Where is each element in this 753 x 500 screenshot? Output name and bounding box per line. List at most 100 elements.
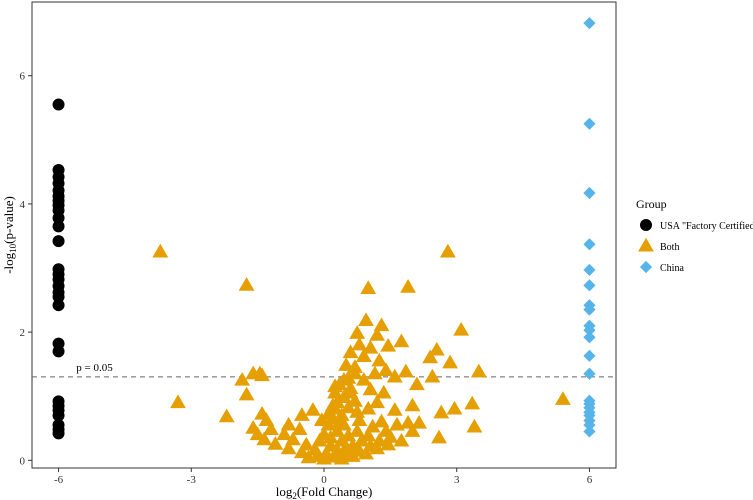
point-circle — [52, 235, 65, 248]
point-triangle — [371, 352, 388, 367]
point-triangle — [554, 391, 571, 405]
point-triangle — [375, 384, 392, 399]
point-triangle — [362, 339, 379, 354]
point-triangle — [400, 279, 416, 293]
legend-title: Group — [636, 197, 667, 211]
legend-label: Both — [660, 242, 679, 253]
x-tick-label: 3 — [454, 474, 460, 486]
point-circle — [52, 299, 65, 312]
x-tick-label: -3 — [187, 474, 197, 486]
point-diamond — [583, 324, 596, 337]
point-triangle — [245, 365, 262, 380]
point-triangle — [439, 243, 456, 258]
x-tick-label: 6 — [587, 474, 593, 486]
point-triangle — [404, 397, 421, 412]
y-tick-label: 0 — [20, 455, 26, 467]
point-circle — [52, 290, 65, 303]
point-triangle — [382, 429, 399, 443]
point-triangle — [355, 371, 372, 386]
point-diamond — [583, 17, 596, 30]
point-triangle — [347, 393, 363, 407]
point-triangle — [386, 402, 403, 416]
point-triangle — [152, 243, 169, 258]
point-triangle — [369, 440, 386, 455]
point-circle — [52, 212, 65, 225]
point-triangle — [424, 368, 441, 383]
point-triangle — [333, 450, 350, 465]
point-triangle — [316, 450, 332, 465]
point-triangle — [280, 440, 297, 455]
legend: Group USA "Factory Certified" Both China — [636, 197, 753, 274]
point-triangle — [380, 436, 397, 451]
point-circle — [52, 220, 65, 233]
point-diamond — [583, 238, 596, 251]
legend-marker-triangle — [638, 237, 654, 252]
x-tick-label: -6 — [54, 474, 64, 486]
point-triangle — [408, 376, 425, 391]
point-triangle — [428, 341, 445, 356]
point-diamond — [583, 186, 596, 200]
point-triangle — [453, 321, 470, 336]
point-triangle — [397, 363, 414, 378]
point-triangle — [262, 421, 279, 436]
point-triangle — [360, 400, 377, 415]
y-axis-title: -log10(p-value) — [1, 196, 18, 274]
point-triangle — [371, 432, 388, 447]
point-diamond — [583, 425, 596, 438]
point-triangle — [386, 368, 403, 383]
point-circle — [52, 427, 65, 440]
point-triangle — [327, 378, 343, 393]
point-triangle — [373, 317, 390, 332]
point-triangle — [404, 423, 421, 437]
point-triangle — [305, 402, 321, 416]
point-triangle — [276, 426, 293, 441]
point-triangle — [267, 436, 284, 450]
y-tick-label: 4 — [20, 199, 26, 211]
point-triangle — [466, 418, 483, 433]
point-triangle — [360, 280, 377, 294]
point-diamond — [583, 279, 596, 292]
point-triangle — [446, 400, 463, 415]
point-triangle — [351, 336, 368, 351]
point-triangle — [366, 365, 383, 380]
point-diamond — [583, 331, 596, 344]
point-triangle — [344, 448, 361, 462]
point-triangle — [338, 357, 355, 371]
point-triangle — [353, 432, 370, 447]
point-triangle — [464, 395, 481, 410]
point-triangle — [331, 413, 348, 428]
point-triangle — [349, 423, 366, 437]
point-triangle — [389, 416, 405, 431]
point-triangle — [358, 445, 374, 460]
point-triangle — [291, 421, 308, 436]
point-triangle — [349, 325, 366, 339]
point-triangle — [324, 397, 341, 412]
point-diamond — [583, 349, 596, 362]
point-diamond — [583, 367, 596, 380]
point-triangle — [442, 354, 459, 369]
point-triangle — [369, 394, 386, 409]
point-triangle — [380, 338, 397, 352]
point-triangle — [393, 333, 410, 348]
points-layer — [52, 17, 596, 465]
point-triangle — [300, 449, 317, 464]
plot-panel — [31, 1, 617, 469]
point-triangle — [355, 348, 372, 362]
point-circle — [52, 345, 65, 358]
point-triangle — [218, 408, 235, 423]
axes-layer: -6 -3 0 3 6 0 2 4 6 — [20, 71, 593, 486]
legend-items: USA "Factory Certified" Both China — [638, 219, 753, 274]
threshold-label: p = 0.05 — [76, 362, 113, 374]
point-triangle — [411, 414, 428, 429]
point-triangle — [342, 344, 359, 359]
legend-marker-diamond — [639, 260, 653, 274]
point-circle — [52, 409, 65, 422]
point-diamond — [583, 117, 596, 130]
legend-label: USA "Factory Certified" — [660, 221, 753, 232]
point-triangle — [280, 416, 297, 431]
point-triangle — [470, 363, 487, 378]
legend-marker-circle — [640, 219, 652, 231]
y-tick-label: 6 — [20, 71, 26, 83]
point-triangle — [238, 277, 255, 291]
x-axis-title: log2(Fold Change) — [276, 484, 373, 500]
